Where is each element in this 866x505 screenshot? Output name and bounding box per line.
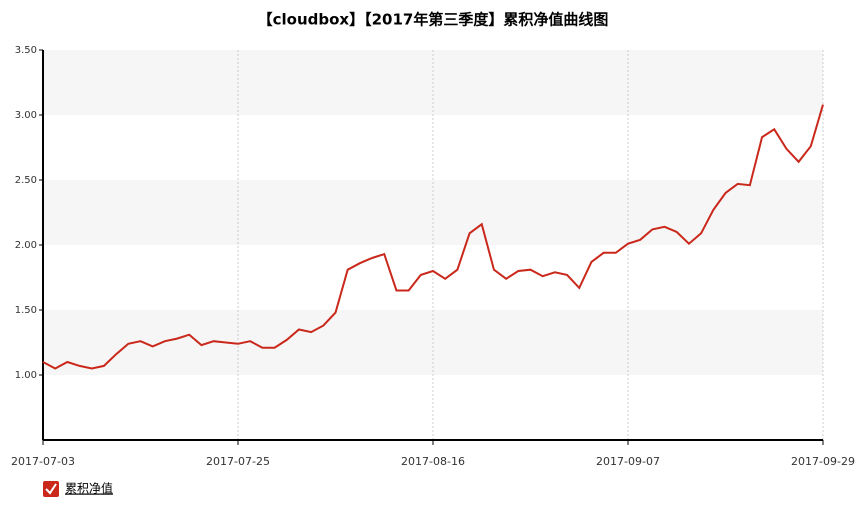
y-tick-label: 3.50 xyxy=(15,45,37,56)
y-tick-label: 2.00 xyxy=(15,240,37,251)
x-tick-label: 2017-09-07 xyxy=(596,455,660,468)
y-tick-label: 2.50 xyxy=(15,175,37,186)
chart-title: 【cloudbox】【2017年第三季度】累积净值曲线图 xyxy=(258,11,609,29)
y-tick-label: 1.00 xyxy=(15,370,37,381)
y-tick-label: 1.50 xyxy=(15,305,37,316)
x-tick-label: 2017-09-29 xyxy=(791,455,855,468)
legend-swatch xyxy=(43,481,59,497)
legend-label: 累积净值 xyxy=(65,481,113,496)
x-tick-label: 2017-08-16 xyxy=(401,455,465,468)
legend-check xyxy=(45,483,57,495)
y-tick-label: 3.00 xyxy=(15,110,37,121)
data-line xyxy=(42,104,824,370)
x-tick-label: 2017-07-03 xyxy=(11,455,75,468)
x-tick-label: 2017-07-25 xyxy=(206,455,270,468)
